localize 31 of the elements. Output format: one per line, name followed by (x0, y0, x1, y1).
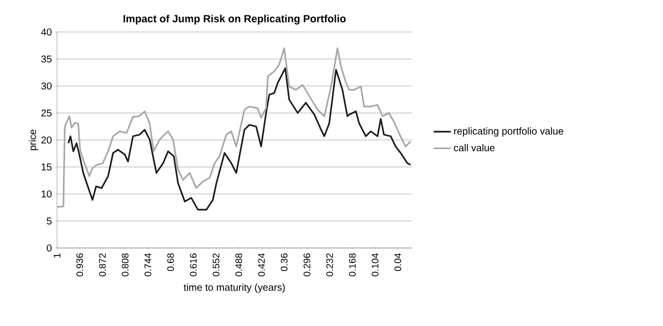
y-tick-label: 15 (42, 164, 52, 170)
x-tick-label: 0.36 (280, 253, 288, 272)
y-tick-label: 30 (41, 82, 52, 90)
x-tick-label: 0.552 (212, 253, 220, 276)
x-tick-label: 0.04 (394, 253, 402, 272)
x-tick-label: 0.808 (122, 253, 129, 276)
x-axis-title: time to maturity (years) (184, 284, 285, 293)
x-tick-label: 0.296 (304, 253, 310, 276)
y-tick-label: 35 (41, 55, 52, 63)
x-tick-label: 0.232 (326, 253, 333, 276)
y-tick-label: 40 (41, 28, 52, 36)
y-axis-title: price (28, 130, 38, 150)
y-tick-label: 5 (46, 218, 52, 224)
legend-label: replicating portfolio value (454, 127, 564, 137)
x-tick-label: 0.616 (190, 253, 197, 276)
y-tick-label: 20 (41, 136, 52, 144)
x-tick-label: 0.872 (99, 253, 106, 276)
y-tick-label: 10 (42, 190, 52, 198)
x-tick-label: 0.936 (76, 253, 84, 276)
chart-title: Impact of Jump Risk on Replicating Portfolio (124, 14, 346, 24)
y-tick-label: 0 (46, 244, 52, 252)
legend-label: call value (454, 144, 495, 152)
line-series (68, 67, 412, 210)
y-tick-label: 25 (41, 109, 52, 117)
x-tick-label: 0.104 (372, 253, 378, 276)
x-tick-label: 0.424 (258, 253, 265, 276)
x-tick-label: 1 (54, 253, 60, 258)
x-tick-label: 0.68 (167, 253, 174, 272)
x-tick-label: 0.744 (144, 253, 152, 276)
x-tick-label: 0.168 (349, 253, 356, 276)
x-tick-label: 0.488 (235, 253, 242, 276)
